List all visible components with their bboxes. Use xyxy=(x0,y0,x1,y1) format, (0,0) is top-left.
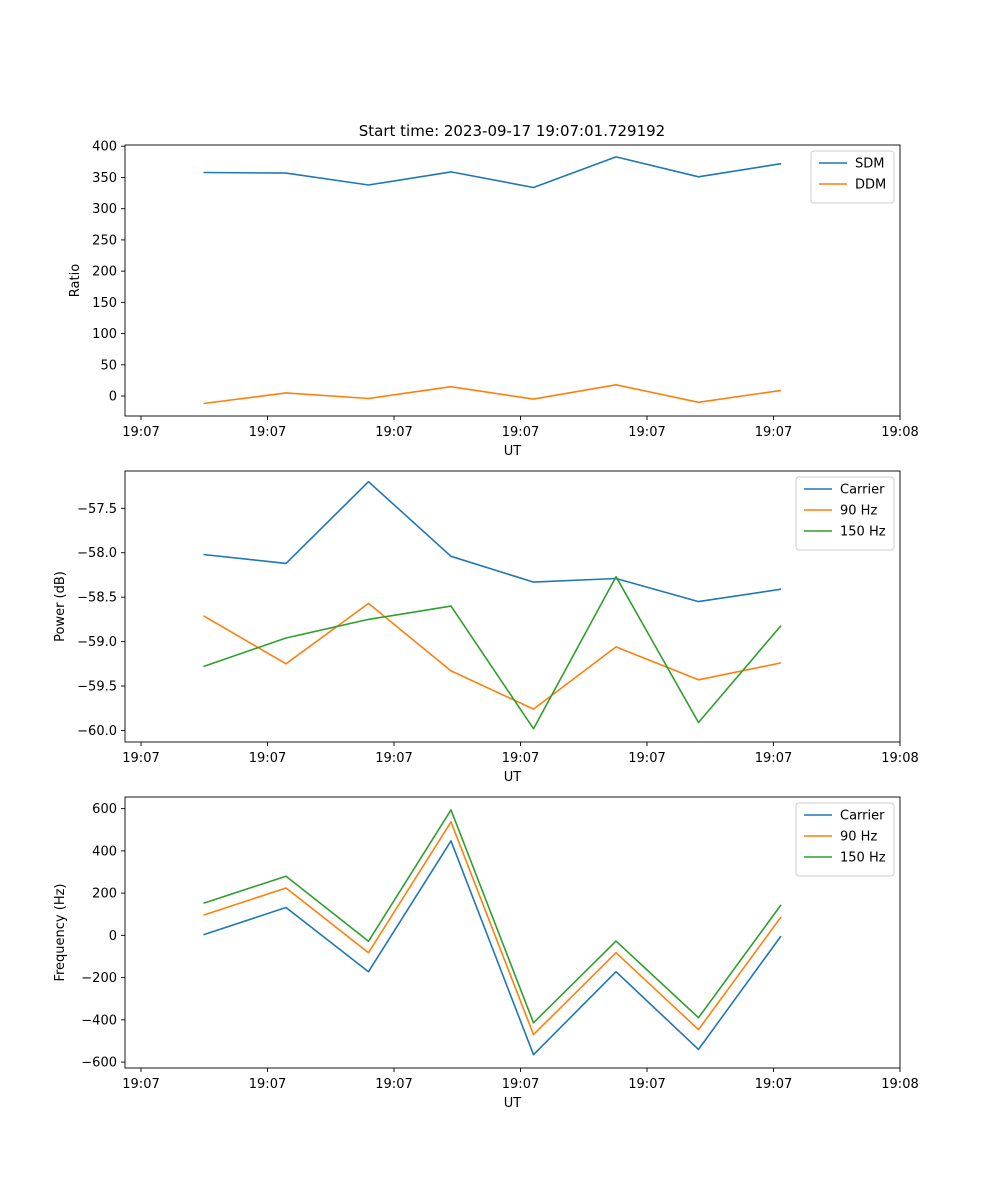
legend-label: 90 Hz xyxy=(840,830,877,845)
y-tick-label: 400 xyxy=(92,140,117,155)
subplot-3: 19:07 19:07 19:07 19:07 19:07 19:07 19:08 −600 −… xyxy=(53,796,919,1111)
y-axis-label: Power (dB) xyxy=(53,571,68,642)
legend: SDM DDM xyxy=(810,150,895,204)
axes-frame xyxy=(124,470,901,743)
y-tick-label: 600 xyxy=(92,802,117,817)
y-tick-label: 300 xyxy=(92,202,117,217)
legend-label: 90 Hz xyxy=(840,504,877,519)
x-axis-label: UT xyxy=(504,1096,522,1111)
x-tick-label: 19:07 xyxy=(122,425,159,440)
x-tick-label: 19:07 xyxy=(122,751,159,766)
series-line-carrier xyxy=(203,480,782,603)
legend-box xyxy=(810,150,895,204)
axes-frame xyxy=(124,144,901,417)
y-tick-label: 150 xyxy=(92,296,117,311)
x-tick-label: 19:07 xyxy=(375,1077,412,1092)
x-tick-label: 19:08 xyxy=(881,425,918,440)
y-tick-label: 0 xyxy=(109,390,117,405)
y-tick-label: 50 xyxy=(100,358,117,373)
legend: Carrier 90 Hz 150 Hz xyxy=(795,476,895,551)
x-tick-label: 19:07 xyxy=(249,1077,286,1092)
x-tick-label: 19:07 xyxy=(249,425,286,440)
x-tick-label: 19:07 xyxy=(122,1077,159,1092)
x-tick-label: 19:07 xyxy=(755,1077,792,1092)
series-line-ddm xyxy=(203,383,782,405)
x-tick-label: 19:07 xyxy=(502,1077,539,1092)
y-tick-label: 350 xyxy=(92,171,117,186)
x-tick-label: 19:08 xyxy=(881,751,918,766)
x-axis-label: UT xyxy=(504,770,522,785)
x-axis-label: UT xyxy=(504,444,522,459)
x-tick-label: 19:07 xyxy=(375,425,412,440)
y-tick-label: −400 xyxy=(81,1013,117,1028)
axes-frame xyxy=(124,796,901,1069)
x-tick-label: 19:07 xyxy=(502,751,539,766)
series-line-90-hz xyxy=(203,602,782,710)
x-tick-label: 19:07 xyxy=(755,425,792,440)
y-tick-label: −59.0 xyxy=(77,635,117,650)
legend-label: DDM xyxy=(855,178,886,193)
y-tick-label: 100 xyxy=(92,327,117,342)
figure-title: Start time: 2023-09-17 19:07:01.729192 xyxy=(359,122,665,140)
x-tick-label: 19:07 xyxy=(249,751,286,766)
legend-label: SDM xyxy=(855,157,884,172)
series-line-sdm xyxy=(203,156,782,189)
x-tick-label: 19:07 xyxy=(628,425,665,440)
x-tick-label: 19:07 xyxy=(502,425,539,440)
x-tick-label: 19:07 xyxy=(628,1077,665,1092)
x-tick-label: 19:08 xyxy=(881,1077,918,1092)
subplot-2: 19:07 19:07 19:07 19:07 19:07 19:07 19:08 −60.0… xyxy=(53,470,919,785)
x-tick-label: 19:07 xyxy=(755,751,792,766)
legend-label: Carrier xyxy=(840,483,885,498)
y-tick-label: −58.0 xyxy=(77,546,117,561)
x-tick-label: 19:07 xyxy=(375,751,412,766)
y-tick-label: 200 xyxy=(92,887,117,902)
legend-label: Carrier xyxy=(840,809,885,824)
series-line-150-hz xyxy=(203,575,782,730)
legend-label: 150 Hz xyxy=(840,525,886,540)
y-tick-label: 200 xyxy=(92,265,117,280)
y-tick-label: −58.5 xyxy=(77,591,117,606)
series-line-150-hz xyxy=(203,809,782,1024)
subplot-1: 19:07 19:07 19:07 19:07 19:07 19:07 19:08 0 50 10… xyxy=(68,140,919,459)
y-tick-label: 400 xyxy=(92,844,117,859)
subplots: 19:07 19:07 19:07 19:07 19:07 19:07 19:08 0 50 10… xyxy=(53,140,919,1111)
series-line-carrier xyxy=(203,840,782,1056)
y-tick-label: −600 xyxy=(81,1056,117,1071)
y-tick-label: −60.0 xyxy=(77,724,117,739)
y-axis-label: Frequency (Hz) xyxy=(53,883,68,981)
y-axis-label: Ratio xyxy=(68,264,83,297)
legend: Carrier 90 Hz 150 Hz xyxy=(795,802,895,877)
y-tick-label: −200 xyxy=(81,971,117,986)
y-tick-label: −59.5 xyxy=(77,680,117,695)
legend-label: 150 Hz xyxy=(840,851,886,866)
y-tick-label: 0 xyxy=(109,929,117,944)
y-tick-label: −57.5 xyxy=(77,502,117,517)
x-tick-label: 19:07 xyxy=(628,751,665,766)
series-line-90-hz xyxy=(203,821,782,1036)
y-tick-label: 250 xyxy=(92,233,117,248)
